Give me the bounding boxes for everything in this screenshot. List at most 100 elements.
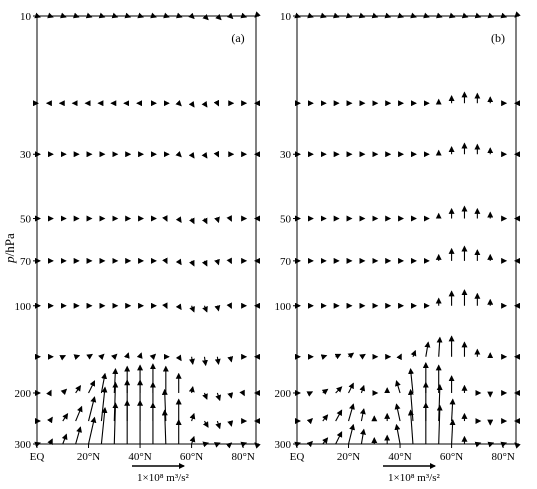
flux-vector — [227, 355, 234, 363]
flux-vector — [202, 305, 208, 313]
flux-vector — [188, 385, 195, 394]
flux-vector — [175, 258, 182, 266]
x-tick-label: 20°N — [337, 451, 360, 463]
flux-vector — [335, 409, 343, 422]
y-axis-title: p/hPa — [2, 233, 17, 264]
flux-vector — [59, 355, 67, 361]
y-tick-label: 100 — [275, 301, 292, 313]
flux-vector — [47, 12, 54, 19]
flux-vector — [34, 12, 41, 19]
y-tick-label: 30 — [20, 149, 32, 161]
flux-vector — [306, 417, 313, 425]
flux-vector — [407, 388, 414, 422]
flux-vector — [213, 442, 221, 448]
flux-vector — [188, 100, 195, 108]
flux-vector — [335, 431, 343, 445]
flux-vector — [397, 12, 405, 19]
flux-vector — [175, 303, 182, 311]
flux-vector — [47, 416, 53, 424]
flux-vector — [201, 152, 208, 159]
y-tick-label: 10 — [280, 11, 292, 23]
flux-vector — [214, 304, 221, 312]
flux-vector — [75, 405, 83, 422]
flux-vector — [461, 12, 469, 19]
flux-vector — [320, 354, 328, 361]
flux-vector — [240, 12, 248, 19]
flux-vector — [240, 441, 248, 448]
flux-vector — [474, 12, 482, 19]
flux-vector — [307, 12, 314, 19]
flux-vector — [436, 404, 443, 445]
panel-b-y-ticks: 10 30 50 70 100 200 300 — [275, 11, 519, 451]
flux-vector — [112, 402, 119, 445]
y-tick-label: 50 — [20, 214, 32, 226]
panel-b-vectors — [294, 11, 521, 449]
flux-vector — [87, 396, 97, 422]
reference-label-a: 1×10⁸ m³/s² — [137, 472, 189, 484]
flux-vector — [395, 380, 401, 394]
flux-vector — [201, 259, 208, 267]
flux-vector — [213, 150, 220, 158]
y-tick-label: 300 — [275, 439, 292, 451]
flux-vector — [202, 420, 209, 428]
panel-a: (a) 10 30 50 70 100 200 300 EQ 20°N 40°N 60°N 80°N… — [15, 11, 261, 484]
flux-vector — [500, 12, 508, 19]
flux-vector — [61, 433, 68, 445]
flux-vector — [87, 416, 97, 445]
flux-vector — [112, 367, 119, 394]
flux-vector — [394, 403, 401, 422]
x-tick-label: 80°N — [231, 451, 254, 463]
flux-vector — [306, 391, 314, 397]
flux-vector — [408, 367, 415, 394]
flux-vector — [112, 381, 119, 422]
x-tick-label: 60°N — [440, 451, 463, 463]
flux-vector — [449, 398, 456, 422]
flux-vector — [188, 152, 195, 159]
flux-vector — [320, 12, 327, 19]
flux-vector — [46, 389, 52, 397]
flux-vector — [348, 382, 354, 394]
panel-a-reference: 1×10⁸ m³/s² — [132, 463, 189, 484]
y-tick-label: 100 — [15, 301, 32, 313]
flux-vector — [161, 409, 168, 445]
flux-vector — [175, 354, 182, 362]
x-tick-label: 40°N — [388, 451, 411, 463]
panel-a-y-ticks: 10 30 50 70 100 200 300 — [15, 11, 259, 451]
flux-vector — [111, 353, 118, 361]
flux-vector — [161, 388, 168, 422]
flux-vector — [359, 408, 366, 422]
panel-b-frame — [296, 15, 517, 445]
x-tick-label: 80°N — [491, 451, 514, 463]
flux-vector — [359, 384, 366, 394]
flux-vector — [394, 423, 401, 445]
flux-vector — [98, 12, 106, 19]
flux-vector — [334, 353, 342, 360]
flux-vector — [347, 423, 356, 445]
flux-vector — [396, 353, 402, 361]
flux-vector — [189, 259, 195, 267]
panel-a-frame — [36, 15, 257, 445]
x-tick-label: EQ — [290, 451, 305, 463]
flux-vector — [202, 13, 209, 21]
flux-vector — [345, 12, 353, 19]
flux-vector — [358, 12, 366, 19]
flux-vector — [239, 389, 245, 397]
flux-vector — [410, 349, 417, 357]
flux-vector — [136, 352, 143, 359]
flux-vector — [62, 413, 69, 422]
flux-vector — [73, 354, 81, 361]
flux-vector — [175, 99, 182, 107]
x-tick-label: EQ — [30, 451, 45, 463]
flux-vector — [410, 12, 417, 19]
flux-vector — [149, 353, 157, 361]
y-tick-label: 30 — [280, 149, 292, 161]
flux-vector — [201, 217, 208, 225]
flux-vector — [500, 441, 508, 448]
flux-vector — [322, 414, 329, 422]
flux-vector — [474, 441, 482, 448]
flux-vector — [162, 302, 168, 310]
flux-vector — [226, 257, 232, 265]
y-tick-label: 50 — [280, 214, 292, 226]
flux-vector — [60, 388, 68, 396]
y-tick-label: 300 — [15, 439, 32, 451]
